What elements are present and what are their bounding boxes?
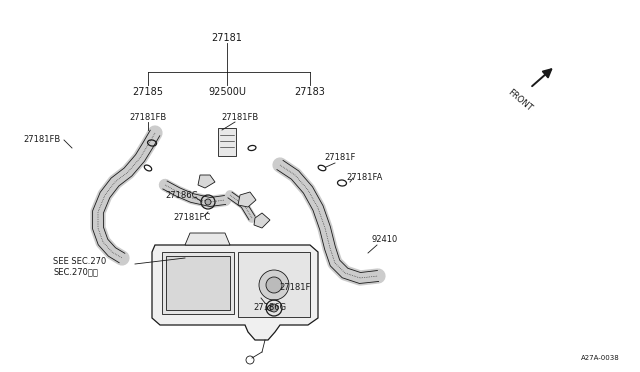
- Text: SEC.270参照: SEC.270参照: [53, 267, 98, 276]
- Text: 27181F: 27181F: [324, 154, 356, 163]
- Polygon shape: [152, 245, 318, 340]
- Text: 27181FB: 27181FB: [129, 112, 166, 122]
- Text: 27186C: 27186C: [166, 192, 198, 201]
- Polygon shape: [198, 175, 215, 188]
- Text: 27181: 27181: [212, 33, 243, 43]
- Text: 27183: 27183: [294, 87, 325, 97]
- Text: 27185: 27185: [132, 87, 163, 97]
- Text: SEE SEC.270: SEE SEC.270: [53, 257, 106, 266]
- Text: 92410: 92410: [372, 235, 398, 244]
- Text: 27181FB: 27181FB: [24, 135, 61, 144]
- Circle shape: [205, 199, 211, 205]
- Text: 92500U: 92500U: [208, 87, 246, 97]
- FancyBboxPatch shape: [162, 252, 234, 314]
- Text: 27181F: 27181F: [279, 283, 310, 292]
- Text: 27186G: 27186G: [253, 304, 287, 312]
- Circle shape: [259, 270, 289, 300]
- Text: 27181FC: 27181FC: [173, 214, 211, 222]
- FancyBboxPatch shape: [238, 252, 310, 317]
- Text: 27181FA: 27181FA: [347, 173, 383, 183]
- FancyBboxPatch shape: [166, 256, 230, 310]
- Text: 27181FB: 27181FB: [221, 112, 259, 122]
- Text: FRONT: FRONT: [506, 87, 534, 113]
- Circle shape: [270, 304, 278, 312]
- Polygon shape: [254, 213, 270, 228]
- FancyBboxPatch shape: [218, 128, 236, 156]
- Polygon shape: [185, 233, 230, 245]
- Text: A27A-0038: A27A-0038: [580, 355, 620, 361]
- Polygon shape: [238, 192, 256, 207]
- Circle shape: [266, 277, 282, 293]
